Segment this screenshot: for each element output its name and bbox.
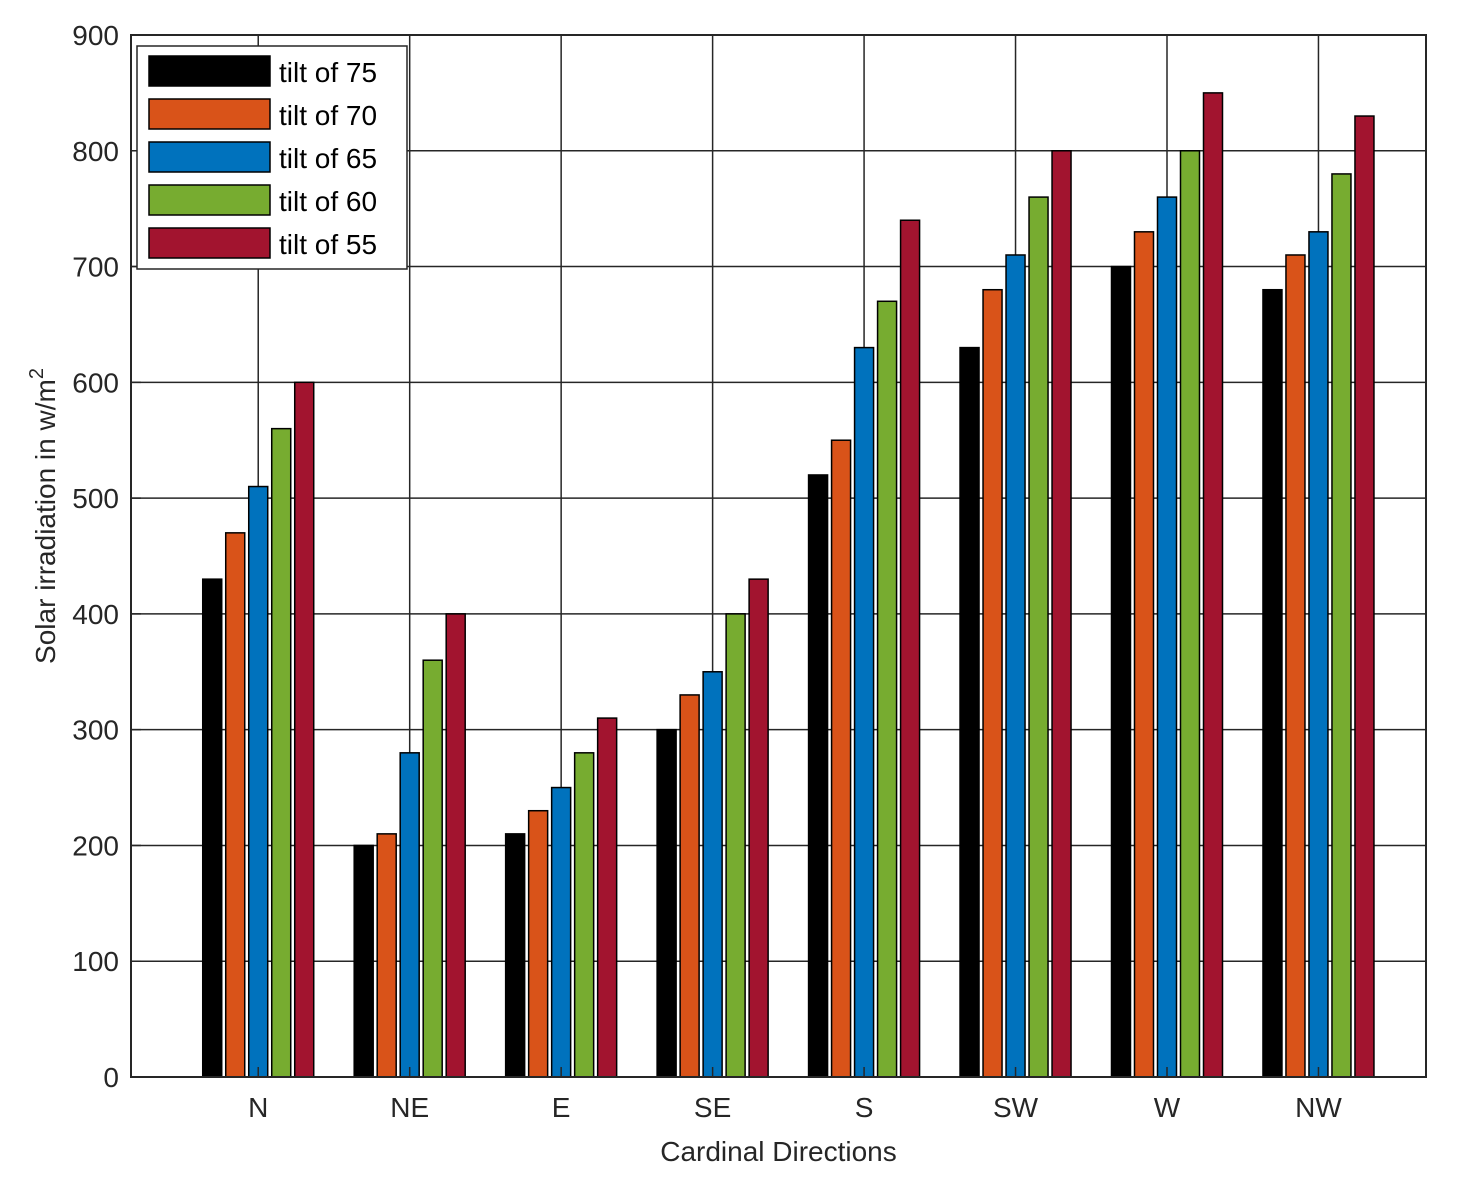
bar — [573, 752, 595, 1078]
legend-label: tilt of 60 — [279, 186, 377, 217]
bar — [748, 578, 769, 1078]
bar — [422, 659, 443, 1078]
y-tick-label: 700 — [72, 252, 119, 283]
x-axis-label: Cardinal Directions — [660, 1136, 897, 1167]
bar — [656, 728, 677, 1078]
y-tick-label: 600 — [72, 367, 119, 398]
y-axis-label-superscript: 2 — [26, 368, 48, 379]
x-tick-label: NW — [1295, 1092, 1342, 1123]
legend-label: tilt of 75 — [279, 57, 377, 88]
x-axis-ticks: N NE E SE S SW W NW — [248, 1067, 1342, 1123]
legend-label: tilt of 70 — [279, 100, 377, 131]
bar — [1354, 115, 1375, 1078]
bar — [959, 346, 980, 1078]
bar — [596, 717, 618, 1078]
bar — [201, 578, 223, 1078]
y-axis-label: Solar irradiation in w/m2 — [26, 368, 61, 664]
plot-frame — [130, 34, 1427, 1078]
legend-swatch — [148, 227, 271, 259]
bar — [270, 427, 292, 1078]
legend-swatch — [148, 98, 271, 130]
bar — [1308, 231, 1329, 1078]
bar — [899, 219, 921, 1078]
y-tick-label: 100 — [72, 946, 119, 977]
bar — [830, 439, 852, 1078]
bar — [1110, 265, 1132, 1078]
bar — [247, 485, 269, 1078]
x-tick-label: NE — [390, 1092, 429, 1123]
bar — [982, 288, 1003, 1078]
bar — [1005, 254, 1026, 1078]
y-tick-label: 900 — [72, 20, 119, 51]
y-tick-label: 300 — [72, 715, 119, 746]
bar — [293, 381, 315, 1078]
bar — [1262, 288, 1283, 1078]
bar — [1156, 196, 1178, 1078]
y-axis-ticks: 0 100 200 300 400 500 600 700 800 900 — [72, 20, 141, 1093]
y-tick-label: 200 — [72, 830, 119, 861]
bar — [1331, 173, 1352, 1078]
legend-label: tilt of 65 — [279, 143, 377, 174]
bar — [702, 671, 723, 1078]
bar — [1051, 150, 1072, 1078]
bar — [1133, 231, 1155, 1078]
bar — [853, 346, 875, 1078]
bar — [1028, 196, 1049, 1078]
x-tick-label: SE — [694, 1092, 731, 1123]
legend-swatch — [148, 184, 271, 216]
bar — [445, 613, 466, 1078]
bar — [399, 752, 420, 1078]
y-tick-label: 800 — [72, 136, 119, 167]
legend-label: tilt of 55 — [279, 229, 377, 260]
bar — [876, 300, 898, 1078]
y-tick-label: 0 — [103, 1062, 119, 1093]
y-tick-label: 500 — [72, 483, 119, 514]
legend-swatch — [148, 141, 271, 173]
bar — [725, 613, 746, 1078]
bar — [807, 474, 829, 1078]
bar — [1285, 254, 1306, 1078]
x-tick-label: SW — [993, 1092, 1039, 1123]
bar — [1202, 92, 1224, 1078]
bar — [550, 786, 572, 1078]
x-tick-label: S — [855, 1092, 874, 1123]
y-tick-label: 400 — [72, 599, 119, 630]
legend: tilt of 75 tilt of 70 tilt of 65 tilt of 60… — [136, 45, 408, 270]
bar — [527, 809, 549, 1078]
bar — [376, 833, 397, 1078]
x-tick-label: E — [552, 1092, 571, 1123]
x-tick-label: N — [248, 1092, 268, 1123]
bar — [224, 532, 246, 1078]
legend-swatch — [148, 55, 271, 87]
x-tick-label: W — [1154, 1092, 1181, 1123]
bar — [353, 844, 374, 1078]
bar-series — [201, 92, 1375, 1078]
bar — [504, 833, 526, 1078]
y-axis-label-text: Solar irradiation in w/m — [30, 379, 61, 664]
bar — [679, 694, 700, 1078]
bar — [1179, 150, 1201, 1078]
